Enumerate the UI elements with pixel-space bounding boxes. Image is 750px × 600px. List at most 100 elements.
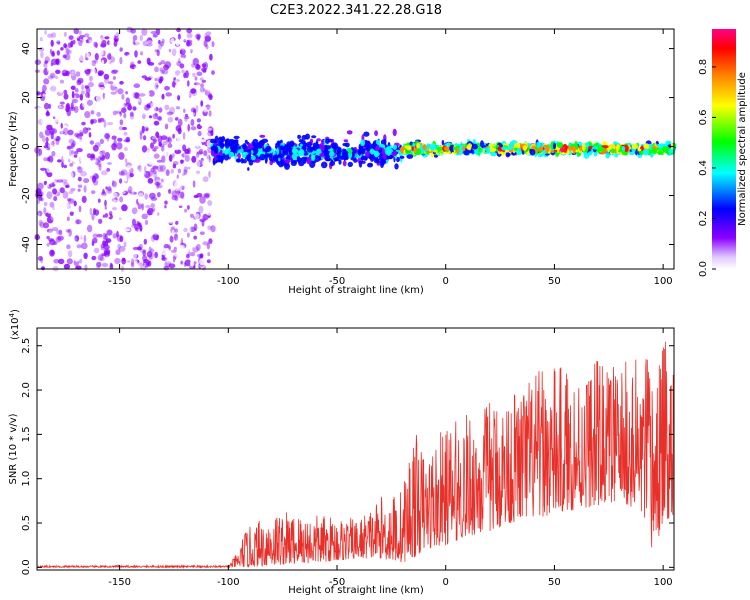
heatmap-cell bbox=[491, 152, 497, 156]
heatmap-cell bbox=[84, 204, 89, 209]
heatmap-cell bbox=[88, 266, 95, 269]
heatmap-cell bbox=[47, 66, 54, 73]
heatmap-cell bbox=[164, 105, 169, 111]
heatmap-cell bbox=[187, 187, 189, 194]
heatmap-cell bbox=[87, 244, 92, 249]
heatmap-cell bbox=[292, 148, 298, 153]
heatmap-cell bbox=[39, 191, 43, 197]
heatmap-cell bbox=[88, 82, 94, 87]
heatmap-cell bbox=[361, 161, 366, 164]
heatmap-cell bbox=[55, 175, 62, 180]
heatmap-cell bbox=[180, 160, 184, 163]
heatmap-cell bbox=[168, 138, 171, 142]
heatmap-cell bbox=[119, 246, 126, 252]
heatmap-cell bbox=[422, 145, 426, 151]
heatmap-cell bbox=[194, 195, 199, 198]
heatmap-cell bbox=[78, 177, 82, 182]
heatmap-cell bbox=[66, 244, 70, 249]
heatmap-cell bbox=[38, 256, 43, 261]
heatmap-cell bbox=[113, 166, 117, 173]
heatmap-cell bbox=[116, 142, 122, 149]
heatmap-cell bbox=[140, 225, 143, 232]
heatmap-cell bbox=[147, 251, 153, 258]
heatmap-cell bbox=[393, 145, 397, 150]
heatmap-cell bbox=[85, 216, 88, 223]
heatmap-cell bbox=[84, 264, 87, 271]
heatmap-cell bbox=[365, 151, 370, 157]
heatmap-cell bbox=[118, 96, 121, 100]
heatmap-cell bbox=[665, 141, 671, 145]
heatmap-cell bbox=[190, 260, 194, 266]
heatmap-cell bbox=[87, 225, 92, 232]
heatmap-cell bbox=[140, 132, 143, 139]
heatmap-cell bbox=[509, 144, 514, 151]
heatmap-cell bbox=[196, 161, 201, 168]
heatmap-cell bbox=[196, 80, 200, 87]
heatmap-cell bbox=[133, 45, 137, 50]
heatmap-cell bbox=[66, 229, 71, 232]
heatmap-cell bbox=[92, 241, 95, 246]
heatmap-cell bbox=[140, 51, 143, 55]
heatmap-cell bbox=[101, 170, 108, 175]
heatmap-cell bbox=[200, 160, 206, 163]
heatmap-cell bbox=[167, 209, 173, 215]
heatmap-cell bbox=[108, 263, 110, 266]
heatmap-cell bbox=[92, 176, 96, 183]
heatmap-cell bbox=[61, 123, 63, 129]
heatmap-cell bbox=[79, 231, 83, 238]
heatmap-cell bbox=[165, 258, 170, 263]
heatmap-cell bbox=[84, 185, 87, 192]
heatmap-cell bbox=[188, 177, 191, 184]
heatmap-cell bbox=[104, 200, 107, 207]
heatmap-cell bbox=[545, 145, 550, 153]
heatmap-cell bbox=[145, 205, 151, 208]
heatmap-cell bbox=[114, 258, 120, 264]
heatmap-cell bbox=[134, 83, 141, 88]
y-tick-label: 2.5 bbox=[21, 338, 32, 354]
heatmap-cell bbox=[44, 30, 47, 35]
heatmap-cell bbox=[184, 36, 187, 42]
heatmap-cell bbox=[175, 221, 178, 225]
heatmap-cell bbox=[529, 149, 532, 154]
heatmap-cell bbox=[98, 118, 101, 123]
heatmap-cell bbox=[183, 249, 187, 252]
heatmap-cell bbox=[158, 62, 161, 65]
heatmap-cell bbox=[142, 75, 147, 78]
heatmap-cell bbox=[384, 139, 387, 145]
heatmap-cell bbox=[191, 119, 195, 126]
heatmap-cell bbox=[53, 241, 58, 245]
heatmap-cell bbox=[611, 148, 616, 153]
heatmap-cell bbox=[129, 245, 133, 251]
heatmap-cell bbox=[120, 119, 124, 125]
heatmap-cell bbox=[37, 183, 43, 190]
heatmap-cell bbox=[51, 151, 55, 157]
heatmap-cell bbox=[374, 152, 378, 157]
heatmap-cell bbox=[57, 111, 61, 116]
heatmap-cell bbox=[209, 95, 213, 100]
heatmap-cell bbox=[174, 169, 177, 173]
heatmap-cell bbox=[161, 146, 165, 152]
heatmap-cell bbox=[72, 61, 78, 66]
heatmap-cell bbox=[80, 55, 84, 62]
heatmap-cell bbox=[113, 76, 116, 80]
heatmap-cell bbox=[61, 220, 66, 223]
heatmap-cell bbox=[101, 194, 105, 198]
heatmap-cell bbox=[64, 83, 68, 88]
heatmap-cell bbox=[46, 110, 49, 115]
heatmap-cell bbox=[242, 159, 247, 163]
heatmap-cell bbox=[100, 43, 106, 47]
heatmap-cell bbox=[84, 111, 90, 118]
heatmap-cell bbox=[319, 153, 324, 157]
heatmap-cell bbox=[77, 166, 81, 169]
heatmap-cell bbox=[210, 139, 216, 144]
heatmap-cell bbox=[164, 205, 166, 208]
heatmap-cell bbox=[47, 165, 51, 173]
heatmap-cell bbox=[114, 157, 118, 160]
heatmap-cell bbox=[197, 118, 201, 122]
heatmap-cell bbox=[64, 227, 67, 232]
heatmap-cell bbox=[81, 243, 88, 250]
heatmap-cell bbox=[444, 146, 449, 150]
heatmap-cell bbox=[269, 153, 273, 161]
heatmap-cell bbox=[204, 194, 210, 199]
heatmap-cell bbox=[118, 152, 124, 160]
